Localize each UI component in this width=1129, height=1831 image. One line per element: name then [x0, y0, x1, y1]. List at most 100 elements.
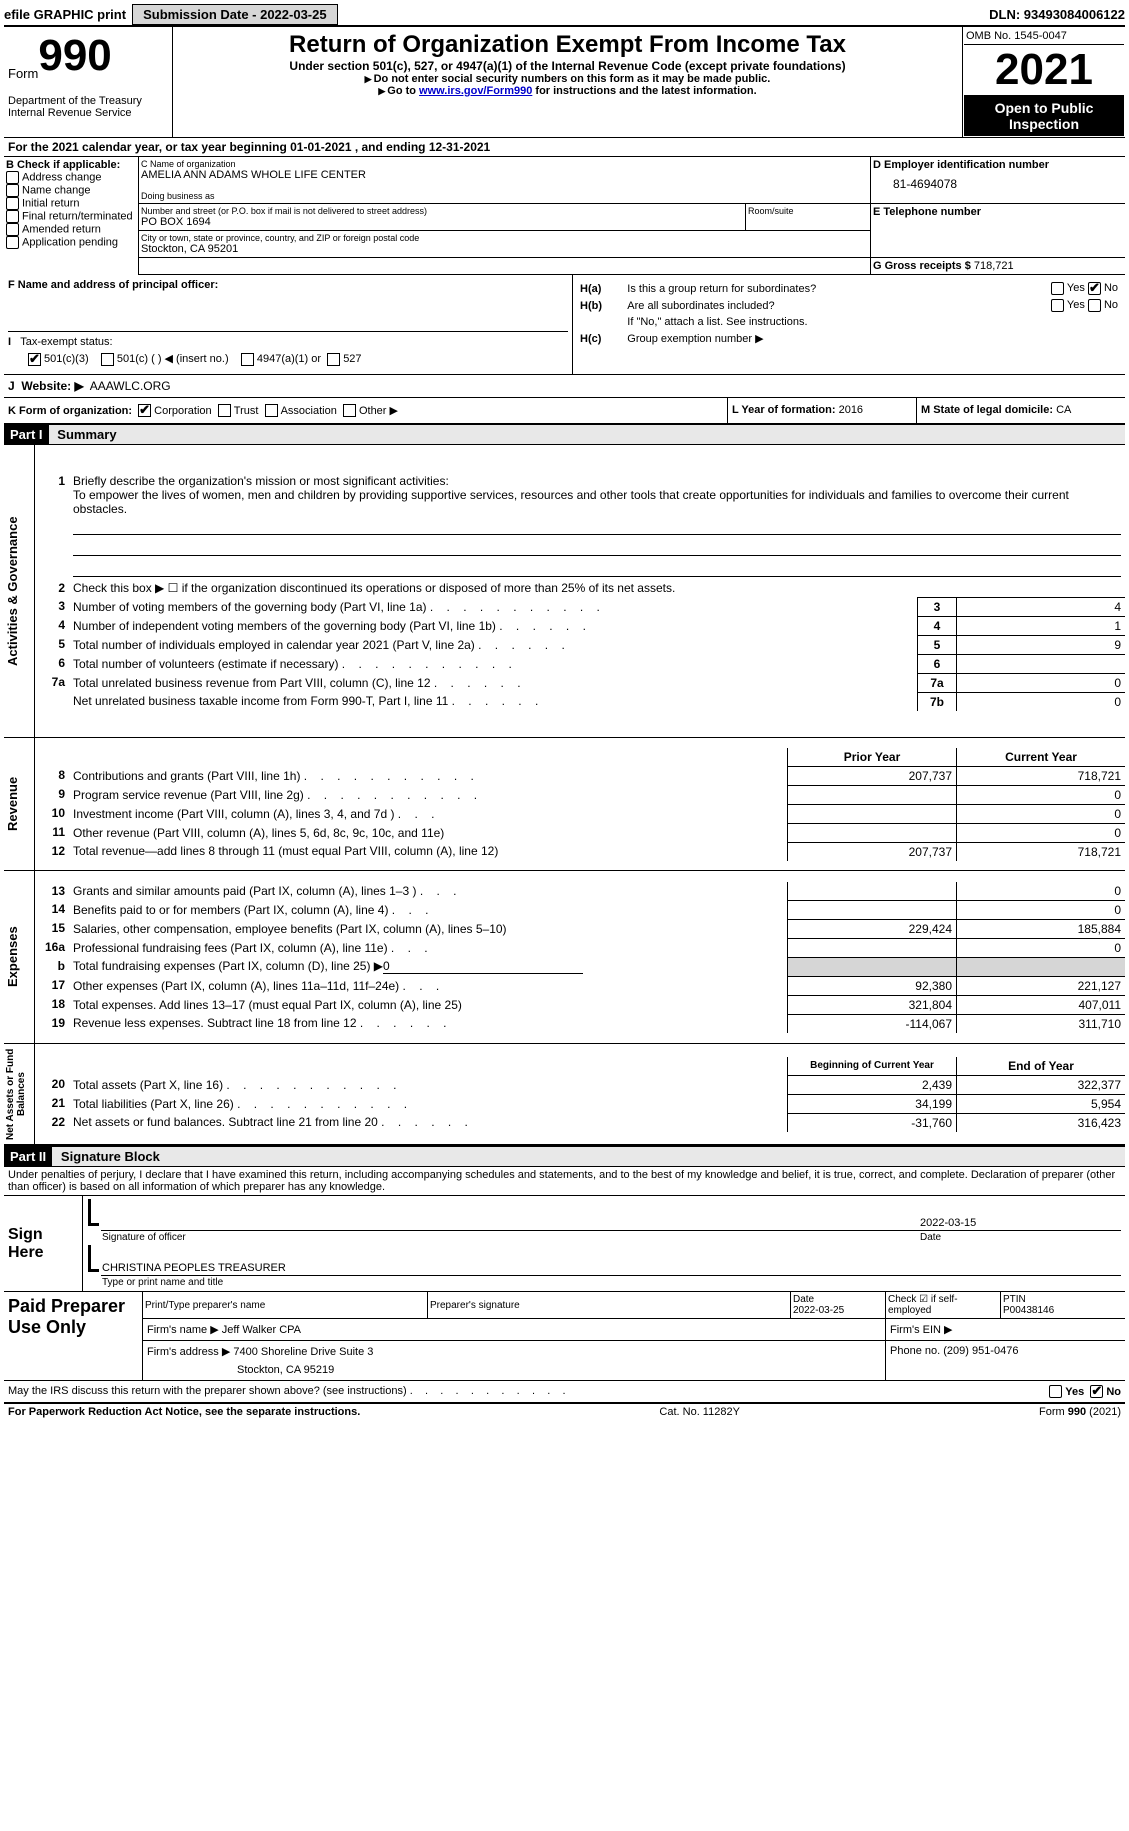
- l22: Net assets or fund balances. Subtract li…: [73, 1115, 468, 1129]
- identity-block: B Check if applicable: Address change Na…: [4, 157, 1125, 275]
- form-number: 990: [38, 31, 111, 80]
- sig-date-label: Date: [919, 1230, 1121, 1244]
- l11: Other revenue (Part VIII, column (A), li…: [73, 826, 444, 840]
- p10: [788, 804, 957, 823]
- chk-corp[interactable]: Corporation: [138, 405, 211, 417]
- firm-addr2: Stockton, CA 95219: [147, 1358, 881, 1376]
- l16b-val: 0: [383, 959, 583, 974]
- l17: Other expenses (Part IX, column (A), lin…: [73, 979, 439, 993]
- year-formation: 2016: [839, 404, 863, 416]
- l2: Check this box ▶ ☐ if the organization d…: [69, 579, 1125, 598]
- l7b: Net unrelated business taxable income fr…: [73, 694, 538, 708]
- c9: 0: [957, 785, 1126, 804]
- c10: 0: [957, 804, 1126, 823]
- chk-527[interactable]: 527: [327, 353, 361, 365]
- l4: Number of independent voting members of …: [73, 619, 586, 633]
- chk-amended-return[interactable]: Amended return: [6, 223, 136, 236]
- form-title: Return of Organization Exempt From Incom…: [177, 31, 958, 59]
- type-name-label: Type or print name and title: [101, 1276, 1121, 1290]
- l13: Grants and similar amounts paid (Part IX…: [73, 884, 457, 898]
- eoy-label: End of Year: [957, 1057, 1126, 1076]
- form-label: Form990: [8, 31, 168, 81]
- sidebar-activities: Activities & Governance: [5, 446, 20, 736]
- chk-initial-return[interactable]: Initial return: [6, 197, 136, 210]
- submission-date-button[interactable]: Submission Date - 2022-03-25: [132, 4, 338, 25]
- l8: Contributions and grants (Part VIII, lin…: [73, 769, 474, 783]
- discuss-no[interactable]: No: [1090, 1386, 1121, 1398]
- chk-trust[interactable]: Trust: [218, 405, 259, 417]
- section-m-label: M State of legal domicile:: [921, 404, 1053, 416]
- part2-label: Part II: [4, 1147, 52, 1166]
- chk-final-return[interactable]: Final return/terminated: [6, 210, 136, 223]
- sidebar-expenses: Expenses: [5, 872, 20, 1042]
- l21: Total liabilities (Part X, line 26): [73, 1097, 407, 1111]
- city: Stockton, CA 95201: [141, 243, 868, 255]
- omb-label: OMB No. 1545-0047: [964, 28, 1124, 45]
- c20: 322,377: [957, 1075, 1126, 1094]
- prep-phone: (209) 951-0476: [943, 1345, 1018, 1357]
- chk-application-pending[interactable]: Application pending: [6, 236, 136, 249]
- efile-label: efile GRAPHIC print: [4, 7, 126, 22]
- top-bar: efile GRAPHIC print Submission Date - 20…: [4, 4, 1125, 25]
- chk-other[interactable]: Other ▶: [343, 405, 398, 417]
- check-self-employed[interactable]: Check ☑ if self-employed: [886, 1292, 1001, 1319]
- l3: Number of voting members of the governin…: [73, 600, 600, 614]
- prep-date: 2022-03-25: [793, 1305, 844, 1316]
- form-footer: Form 990 (2021): [1039, 1406, 1121, 1418]
- hc-label: Group exemption number ▶: [626, 331, 1119, 346]
- chk-name-change[interactable]: Name change: [6, 184, 136, 197]
- p8: 207,737: [788, 766, 957, 785]
- ha-no[interactable]: No: [1088, 282, 1118, 294]
- l20: Total assets (Part X, line 16): [73, 1078, 396, 1092]
- part1-title: Summary: [51, 427, 116, 442]
- v6: [957, 654, 1126, 673]
- p17: 92,380: [788, 976, 957, 995]
- tax-year: 2021: [964, 45, 1124, 96]
- irs-link[interactable]: www.irs.gov/Form990: [419, 85, 532, 97]
- section-k-label: K Form of organization:: [8, 405, 132, 417]
- l16b: Total fundraising expenses (Part IX, col…: [73, 959, 383, 973]
- c17: 221,127: [957, 976, 1126, 995]
- l19: Revenue less expenses. Subtract line 18 …: [73, 1016, 447, 1030]
- open-inspection: Open to Public Inspection: [964, 96, 1124, 136]
- hb-no[interactable]: No: [1088, 299, 1118, 311]
- chk-4947[interactable]: 4947(a)(1) or: [241, 353, 321, 365]
- current-year-label: Current Year: [957, 748, 1126, 767]
- firm-ein-label: Firm's EIN ▶: [886, 1319, 1126, 1341]
- v3: 4: [957, 597, 1126, 616]
- l10: Investment income (Part VIII, column (A)…: [73, 807, 434, 821]
- v4: 1: [957, 616, 1126, 635]
- ein-label: D Employer identification number: [873, 159, 1123, 171]
- v5: 9: [957, 635, 1126, 654]
- phone-label: E Telephone number: [873, 206, 1123, 218]
- p18: 321,804: [788, 995, 957, 1014]
- form-note1: Do not enter social security numbers on …: [177, 73, 958, 85]
- ha-yes[interactable]: Yes: [1051, 282, 1085, 294]
- l12: Total revenue—add lines 8 through 11 (mu…: [73, 844, 498, 858]
- chk-501c[interactable]: 501(c) ( ) ◀ (insert no.): [101, 353, 229, 365]
- section-f-label: F Name and address of principal officer:: [8, 279, 218, 291]
- discuss-yes[interactable]: Yes: [1049, 1386, 1084, 1398]
- hb-note: If "No," attach a list. See instructions…: [626, 315, 1119, 329]
- firm-name-label: Firm's name ▶: [147, 1324, 219, 1336]
- chk-501c3[interactable]: 501(c)(3): [28, 353, 89, 365]
- prep-phone-label: Phone no.: [890, 1345, 940, 1357]
- pra-notice: For Paperwork Reduction Act Notice, see …: [8, 1406, 360, 1418]
- discuss-label: May the IRS discuss this return with the…: [8, 1385, 566, 1398]
- c12: 718,721: [957, 842, 1126, 861]
- form-header: Form990 Department of the Treasury Inter…: [4, 25, 1125, 138]
- c14: 0: [957, 900, 1126, 919]
- chk-assoc[interactable]: Association: [265, 405, 337, 417]
- c8: 718,721: [957, 766, 1126, 785]
- c19: 311,710: [957, 1014, 1126, 1033]
- firm-addr1: 7400 Shoreline Drive Suite 3: [233, 1346, 373, 1358]
- chk-address-change[interactable]: Address change: [6, 171, 136, 184]
- tax-exempt-label: Tax-exempt status:: [20, 336, 112, 348]
- form-subtitle: Under section 501(c), 527, or 4947(a)(1)…: [177, 59, 958, 73]
- state-domicile: CA: [1056, 404, 1071, 416]
- hb-yes[interactable]: Yes: [1051, 299, 1085, 311]
- gross-label: G Gross receipts $: [873, 260, 971, 272]
- firm-name: Jeff Walker CPA: [222, 1324, 301, 1336]
- p9: [788, 785, 957, 804]
- p14: [788, 900, 957, 919]
